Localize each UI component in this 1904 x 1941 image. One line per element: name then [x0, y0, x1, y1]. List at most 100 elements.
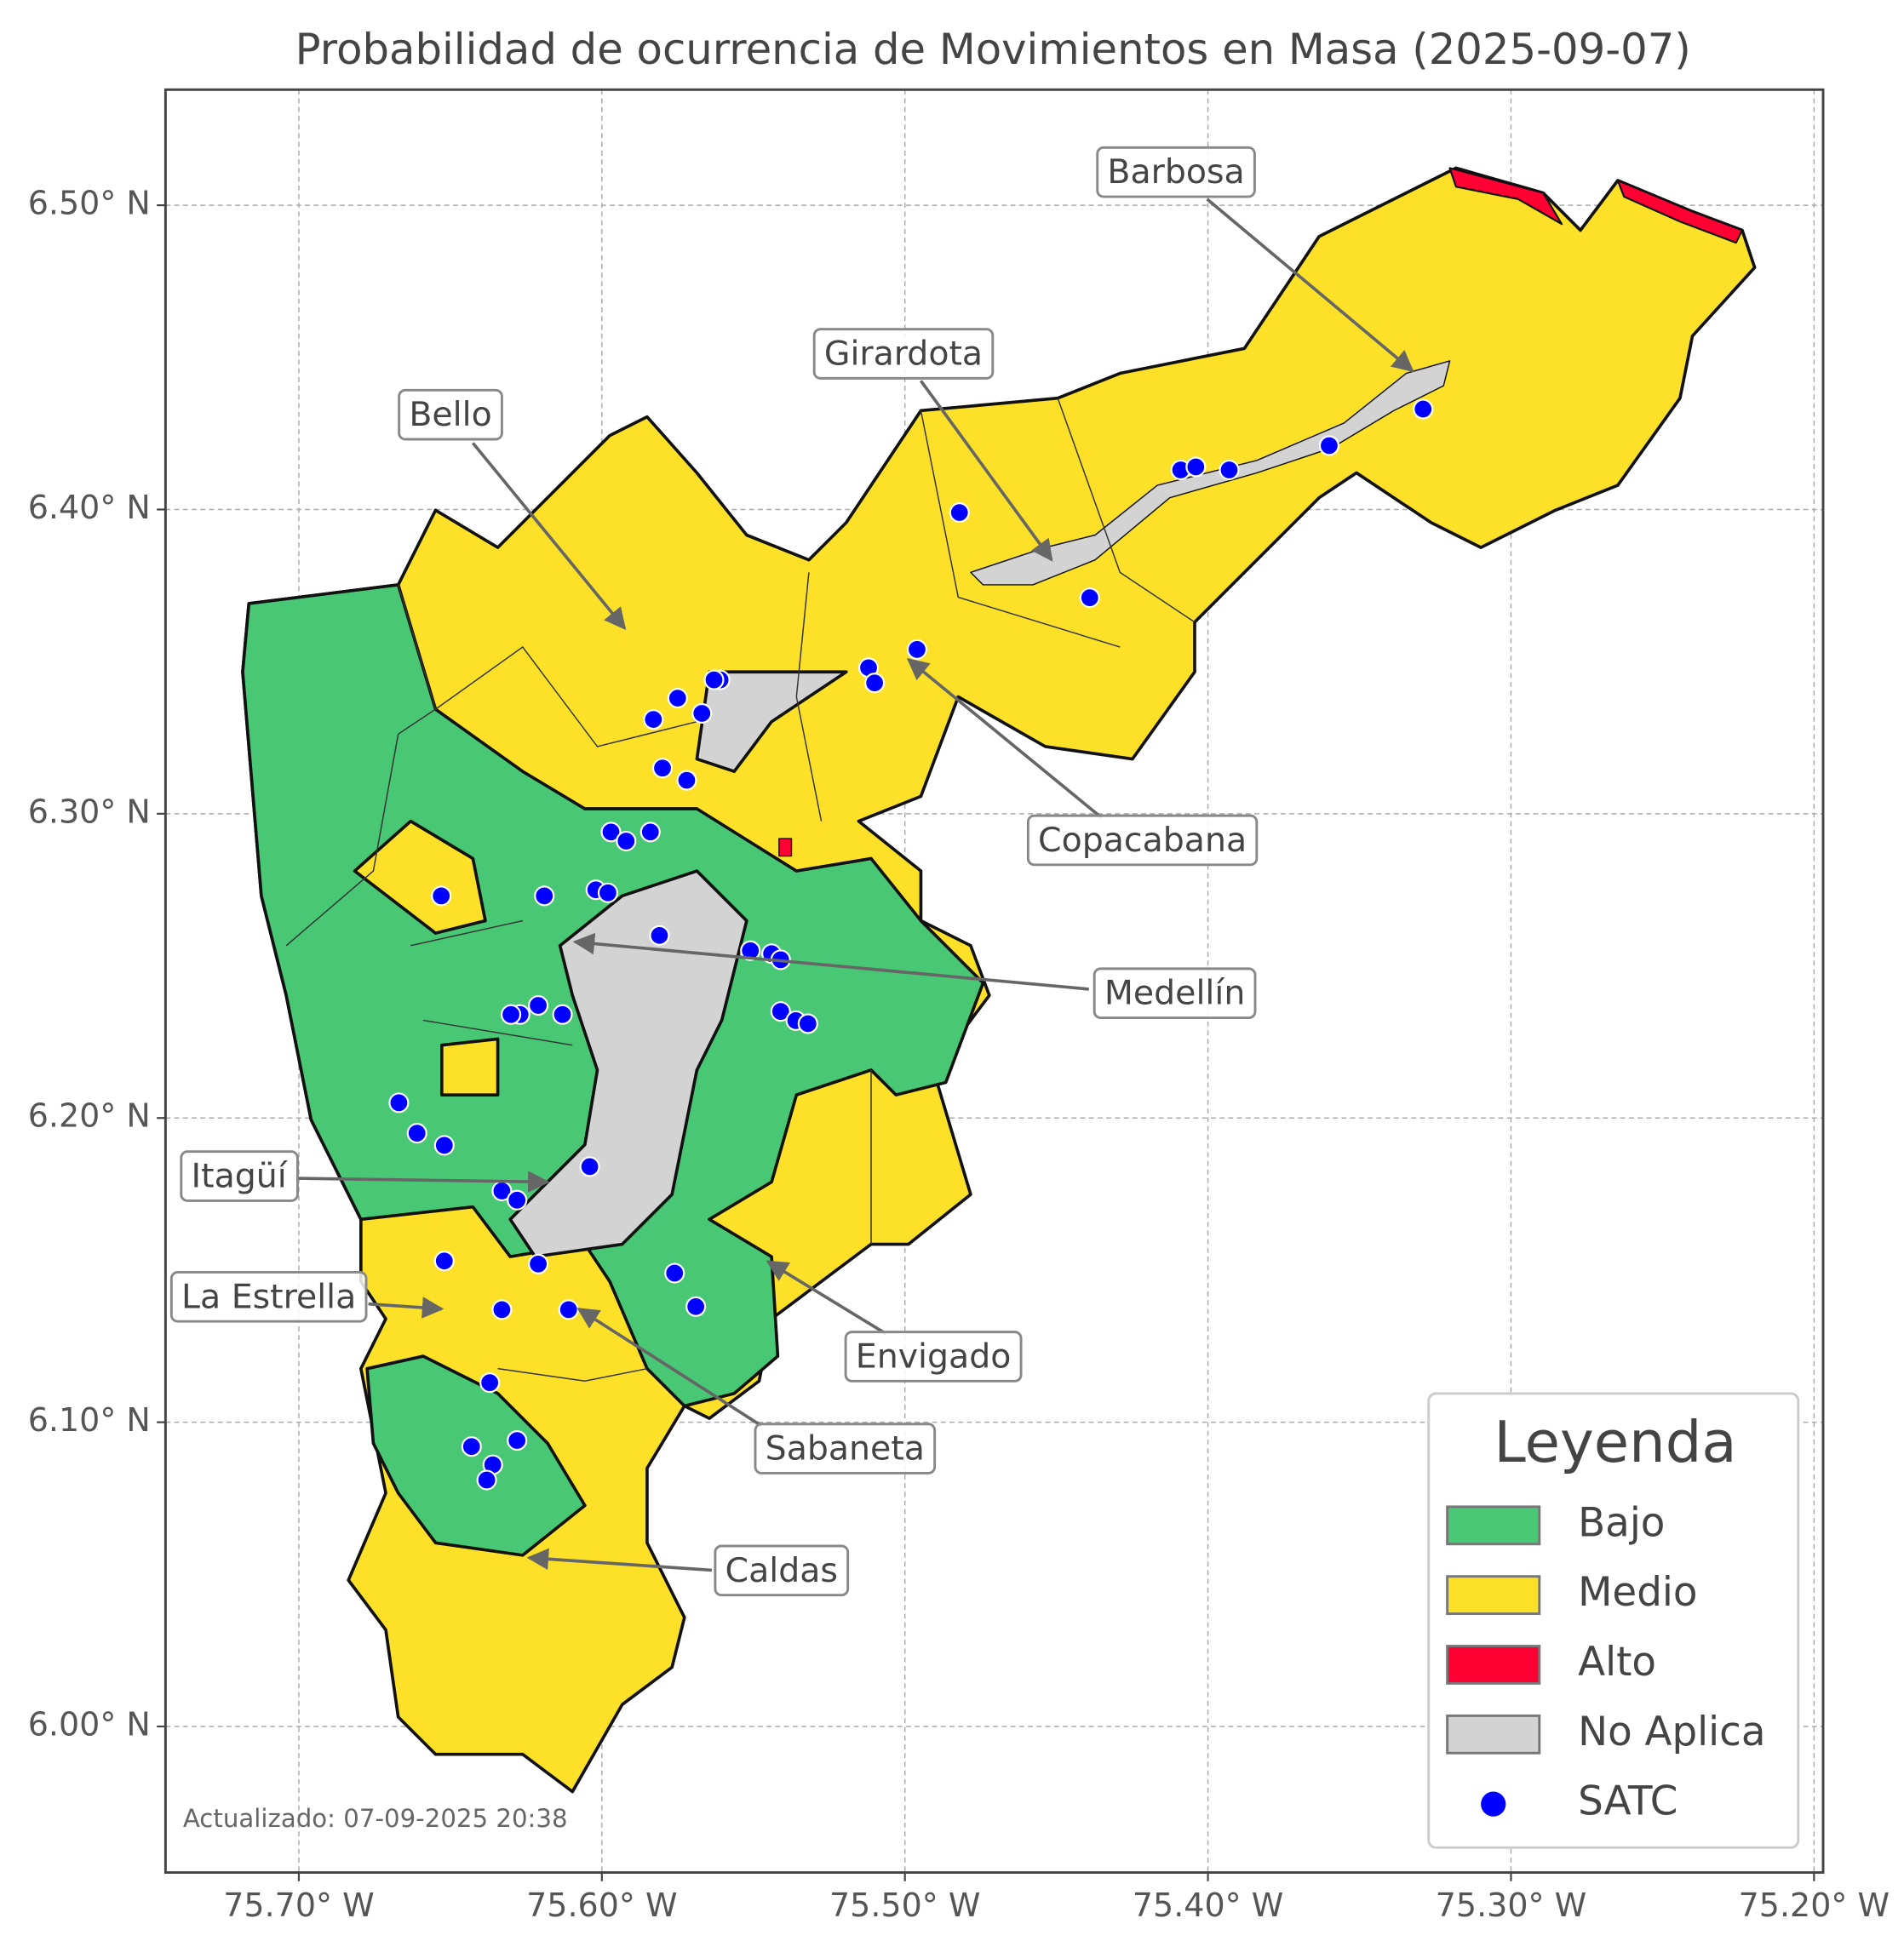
satc-point: [864, 673, 886, 694]
satc-point: [501, 1004, 522, 1025]
satc-point: [1413, 398, 1434, 420]
satc-point: [388, 1092, 410, 1114]
annotation-arrow: [471, 442, 627, 631]
annotation-arrow: [526, 1548, 713, 1572]
legend-label: Medio: [1578, 1570, 1697, 1616]
y-tick-label: 6.30° N: [28, 793, 151, 830]
x-tick-label: 75.40° W: [1133, 1887, 1283, 1924]
satc-point: [597, 882, 619, 903]
legend-swatch: [1446, 1714, 1541, 1755]
legend: Leyenda Bajo Medio Alto No Aplica SATC: [1427, 1392, 1800, 1849]
annotation-arrow: [368, 1297, 444, 1319]
satc-point: [507, 1430, 528, 1451]
x-tick-label: 75.20° W: [1739, 1887, 1890, 1924]
legend-marker: [1481, 1791, 1506, 1817]
satc-point: [770, 1001, 791, 1022]
legend-label: No Aplica: [1578, 1709, 1765, 1755]
legend-swatch: [1446, 1645, 1541, 1685]
satc-point: [431, 885, 452, 907]
annotation-arrow: [919, 380, 1053, 562]
annotations: Barbosa Girardota Bello Copacabana Medel…: [169, 146, 1414, 1597]
satc-point: [740, 940, 761, 961]
satc-point: [558, 1299, 579, 1320]
satc-point: [1318, 435, 1339, 456]
satc-point: [703, 669, 725, 690]
y-tick-label: 6.20° N: [28, 1097, 151, 1135]
annotation-label: Bello: [409, 395, 491, 434]
annotation-box: [169, 1271, 368, 1323]
region-alto: [1616, 179, 1744, 244]
boundary-lines: [285, 398, 1196, 1383]
annotation-box: [844, 1331, 1023, 1383]
satc-point: [797, 1013, 818, 1034]
updated-note: Actualizado: 07-09-2025 20:38: [183, 1804, 568, 1833]
annotation-box: [1093, 967, 1257, 1020]
satc-point: [491, 1299, 513, 1320]
x-tick-label: 75.70° W: [223, 1887, 374, 1924]
annotation-arrow: [766, 1260, 887, 1336]
annotation-box: [714, 1544, 850, 1597]
annotation-arrow: [572, 932, 1089, 991]
satc-point: [479, 1372, 501, 1394]
satc-point: [528, 994, 549, 1016]
satc-point: [433, 1251, 455, 1272]
satc-point: [1185, 456, 1207, 478]
satc-point: [552, 1004, 573, 1025]
region-no-aplica: [508, 869, 748, 1258]
satc-point: [691, 702, 713, 724]
y-tick-label: 6.00° N: [28, 1706, 151, 1743]
legend-label: Bajo: [1578, 1500, 1665, 1546]
annotation-label: Copacabana: [1038, 821, 1247, 860]
annotation-label: Caldas: [725, 1551, 838, 1590]
satc-point: [664, 1263, 685, 1284]
satc-point: [579, 1156, 600, 1177]
annotation-box: [754, 1423, 937, 1474]
annotation-arrow: [1206, 198, 1414, 373]
y-tick-label: 6.40° N: [28, 489, 151, 526]
satc-point: [949, 502, 970, 524]
satc-point: [406, 1123, 427, 1144]
y-tick-label: 6.50° N: [28, 185, 151, 222]
legend-label: SATC: [1578, 1779, 1677, 1825]
satc-point: [534, 885, 555, 907]
region-no-aplica: [695, 670, 848, 773]
annotation-label: Sabaneta: [766, 1429, 925, 1469]
legend-swatch: [1446, 1575, 1541, 1616]
legend-title: Leyenda: [1494, 1409, 1736, 1475]
satc-point: [616, 830, 637, 852]
satc-point: [649, 925, 670, 946]
satc-point: [676, 770, 697, 791]
annotation-label: Medellín: [1104, 974, 1245, 1013]
x-tick-label: 75.60° W: [526, 1887, 677, 1924]
satc-point: [476, 1469, 497, 1491]
satc-point: [433, 1135, 455, 1156]
x-tick-label: 75.30° W: [1436, 1887, 1586, 1924]
satc-point: [600, 822, 622, 843]
satc-point: [528, 1253, 549, 1274]
annotation-label: Girardota: [824, 335, 983, 374]
satc-point: [639, 822, 661, 843]
satc-point: [651, 758, 674, 779]
x-tick-label: 75.50° W: [829, 1887, 980, 1924]
annotation-box: [812, 328, 995, 380]
annotation-box: [1026, 814, 1259, 867]
annotation-label: Envigado: [856, 1337, 1012, 1376]
region-no-aplica: [970, 360, 1451, 586]
annotation-label: Barbosa: [1107, 152, 1244, 192]
region-medio: [241, 166, 1757, 1794]
annotation-label: Itagüí: [191, 1157, 287, 1196]
region-medio: [353, 819, 487, 935]
region-alto: [1448, 167, 1563, 226]
map-title: Probabilidad de ocurrencia de Movimiento…: [295, 25, 1691, 74]
legend-label: Alto: [1578, 1640, 1656, 1686]
map-frame: [163, 88, 1825, 1875]
satc-point: [685, 1296, 707, 1317]
annotation-arrow: [295, 1171, 550, 1193]
satc-point: [461, 1436, 482, 1457]
region-alto: [778, 838, 793, 857]
y-tick-label: 6.10° N: [28, 1401, 151, 1439]
satc-point: [507, 1189, 528, 1211]
annotation-label: La Estrella: [181, 1277, 356, 1316]
region-medio: [439, 1037, 500, 1096]
